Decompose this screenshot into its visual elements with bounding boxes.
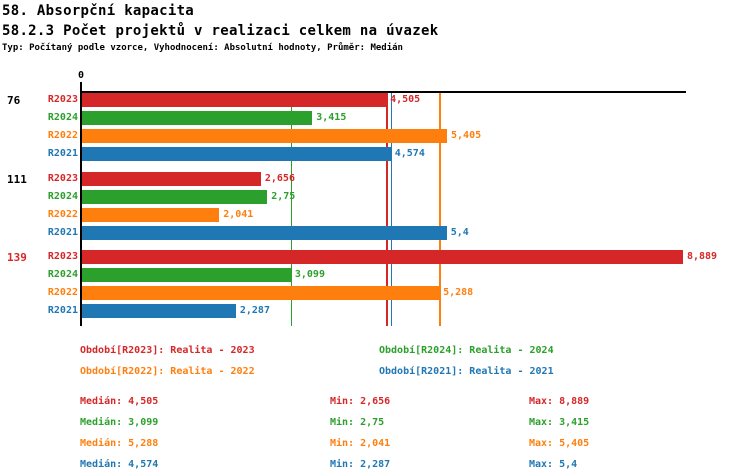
- bar-R2021: [81, 147, 391, 161]
- y-axis-line: [80, 82, 82, 326]
- bar-value-label: 4,574: [394, 148, 425, 159]
- bar-value-label: 4,505: [390, 94, 421, 105]
- series-label: R2024: [47, 269, 78, 280]
- stat-min: Min: 2,656: [330, 396, 391, 407]
- bar-R2021: [81, 226, 447, 240]
- stat-median: Medián: 3,099: [80, 417, 159, 428]
- bar-R2024: [81, 268, 291, 282]
- median-line-R2023: [386, 92, 388, 326]
- bar-R2023: [81, 93, 387, 107]
- stat-max: Max: 5,405: [529, 438, 590, 449]
- group-label: 111: [7, 173, 27, 186]
- bar-value-label: 3,099: [294, 269, 325, 280]
- group-label: 139: [7, 251, 27, 264]
- series-label: R2021: [47, 148, 78, 159]
- stat-min: Min: 2,041: [330, 438, 391, 449]
- stat-min: Min: 2,287: [330, 459, 391, 470]
- series-label: R2024: [47, 191, 78, 202]
- bar-R2022: [81, 286, 440, 300]
- stat-max: Max: 5,4: [529, 459, 578, 470]
- bar-value-label: 2,75: [271, 191, 296, 202]
- bar-value-label: 5,288: [443, 287, 474, 298]
- legend-item: Období[R2023]: Realita - 2023: [80, 345, 255, 356]
- series-label: R2021: [47, 305, 78, 316]
- median-line-R2022: [439, 92, 441, 326]
- series-label: R2023: [47, 173, 78, 184]
- bar-R2022: [81, 208, 220, 222]
- bar-value-label: 3,415: [316, 112, 347, 123]
- stat-median: Medián: 4,505: [80, 396, 159, 407]
- stat-min: Min: 2,75: [330, 417, 385, 428]
- page-subtitle: 58.2.3 Počet projektů v realizaci celkem…: [2, 23, 439, 39]
- stat-median: Medián: 5,288: [80, 438, 159, 449]
- series-label: R2022: [47, 130, 78, 141]
- series-label: R2023: [47, 251, 78, 262]
- bar-R2022: [81, 129, 448, 143]
- series-label: R2024: [47, 112, 78, 123]
- bar-R2021: [81, 304, 236, 318]
- legend-item: Období[R2021]: Realita - 2021: [379, 366, 554, 377]
- bar-R2023: [81, 172, 261, 186]
- page-title: 58. Absorpční kapacita: [2, 3, 195, 19]
- series-label: R2022: [47, 209, 78, 220]
- legend-item: Období[R2022]: Realita - 2022: [80, 366, 255, 377]
- x-axis-line: [81, 91, 686, 93]
- bar-value-label: 8,889: [686, 251, 718, 262]
- series-label: R2021: [47, 227, 78, 238]
- median-line-R2024: [290, 92, 293, 326]
- bar-value-label: 5,4: [450, 227, 469, 238]
- group-label: 76: [7, 94, 21, 107]
- axis-zero-label: 0: [77, 70, 85, 81]
- stat-max: Max: 8,889: [529, 396, 590, 407]
- bar-value-label: 2,656: [264, 173, 295, 184]
- bar-R2024: [81, 111, 313, 125]
- series-label: R2022: [47, 287, 78, 298]
- bar-value-label: 5,405: [451, 130, 482, 141]
- bar-R2024: [81, 190, 268, 204]
- stat-median: Medián: 4,574: [80, 459, 159, 470]
- chart-meta: Typ: Počítaný podle vzorce, Vyhodnocení:…: [2, 43, 403, 53]
- legend-item: Období[R2024]: Realita - 2024: [379, 345, 554, 356]
- series-label: R2023: [47, 94, 78, 105]
- bar-R2023: [81, 250, 683, 264]
- stat-max: Max: 3,415: [529, 417, 590, 428]
- bar-value-label: 2,287: [239, 305, 270, 316]
- bar-value-label: 2,041: [223, 209, 254, 220]
- median-line-R2021: [390, 92, 393, 326]
- bar-chart: 0 76 R2023 4,505 R2024 3,415 R2022 5,405 R2021 4…: [0, 70, 750, 331]
